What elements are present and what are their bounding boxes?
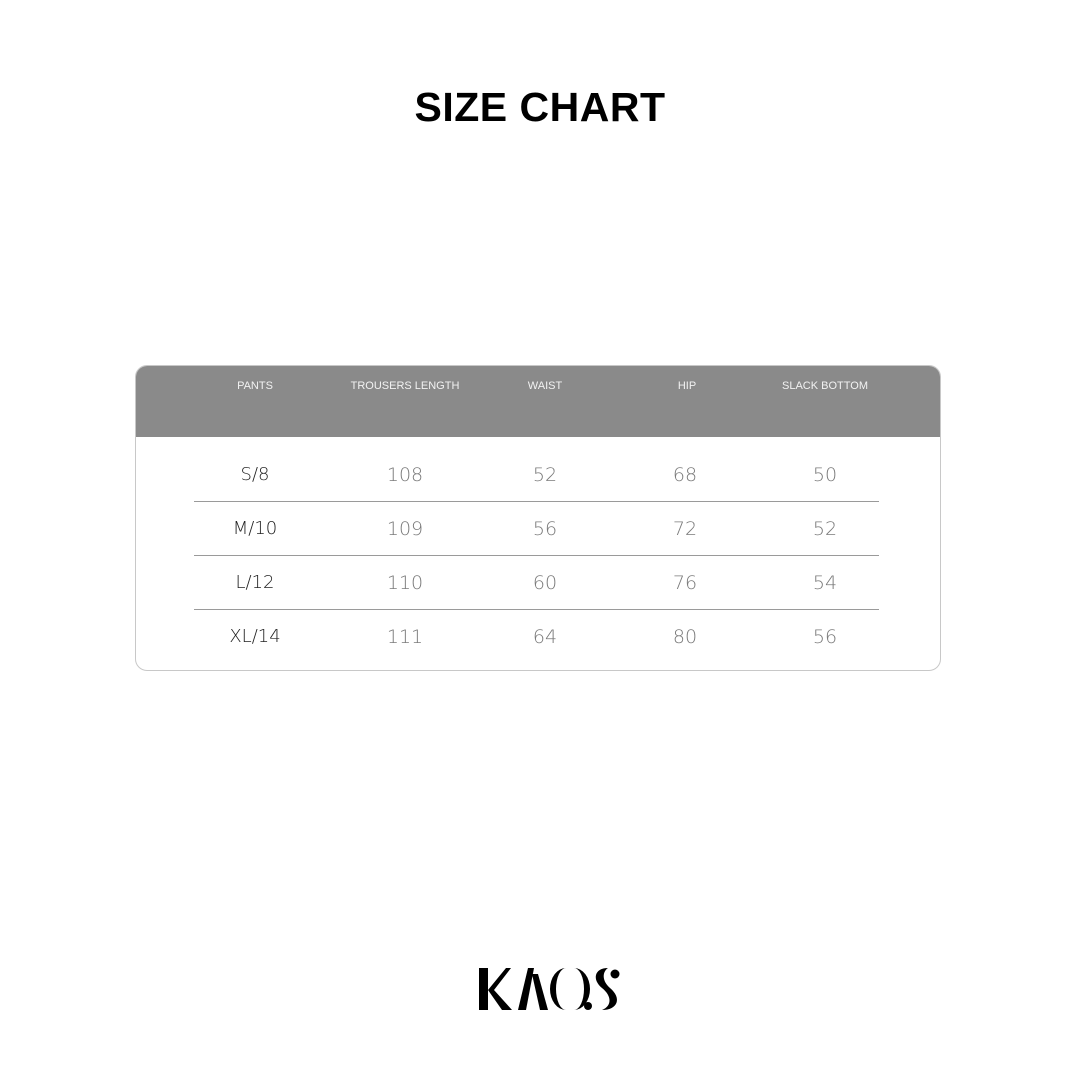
header-slack-bottom: SLACK BOTTOM: [782, 380, 868, 392]
measurement-cell: 52: [532, 464, 558, 486]
header-waist: WAIST: [527, 380, 563, 392]
measurement-cell: 60: [532, 572, 558, 594]
measurement-cell: 50: [812, 464, 838, 486]
table-row: XL/14 111 64 80 56: [136, 610, 940, 664]
size-chart-table: PANTS TROUSERS LENGTH WAIST HIP SLACK BO…: [135, 365, 941, 671]
measurement-cell: 80: [672, 626, 698, 648]
size-label: M/10: [232, 518, 278, 539]
table-row: L/12 110 60 76 54: [136, 556, 940, 610]
page-title: SIZE CHART: [414, 84, 666, 130]
kaos-logo: [479, 968, 620, 1010]
measurement-cell: 76: [672, 572, 698, 594]
measurement-cell: 56: [812, 626, 838, 648]
measurement-cell: 109: [386, 518, 424, 540]
row-divider: [194, 501, 879, 502]
size-label: S/8: [240, 464, 270, 485]
measurement-cell: 72: [672, 518, 698, 540]
measurement-cell: 52: [812, 518, 838, 540]
header-pants: PANTS: [237, 380, 273, 392]
header-trousers-length: TROUSERS LENGTH: [350, 380, 460, 392]
measurement-cell: 111: [386, 626, 424, 648]
measurement-cell: 64: [532, 626, 558, 648]
measurement-cell: 110: [386, 572, 424, 594]
row-divider: [194, 609, 879, 610]
measurement-cell: 56: [532, 518, 558, 540]
table-header: PANTS TROUSERS LENGTH WAIST HIP SLACK BO…: [136, 366, 940, 437]
measurement-cell: 108: [386, 464, 424, 486]
size-label: L/12: [235, 572, 275, 593]
size-label: XL/14: [229, 626, 281, 647]
table-row: S/8 108 52 68 50: [136, 448, 940, 502]
table-row: M/10 109 56 72 52: [136, 502, 940, 556]
header-hip: HIP: [677, 380, 697, 392]
measurement-cell: 54: [812, 572, 838, 594]
measurement-cell: 68: [672, 464, 698, 486]
row-divider: [194, 555, 879, 556]
